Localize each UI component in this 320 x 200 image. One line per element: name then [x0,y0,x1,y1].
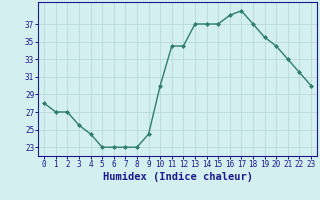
X-axis label: Humidex (Indice chaleur): Humidex (Indice chaleur) [103,172,252,182]
